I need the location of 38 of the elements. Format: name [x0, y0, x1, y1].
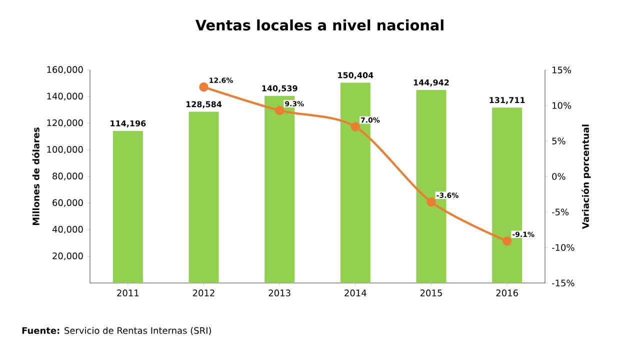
y2-tick-label: -5%	[552, 208, 569, 216]
point	[502, 236, 512, 246]
x-tick-label: 2012	[192, 290, 214, 296]
y-tick-label: 80,000	[52, 172, 83, 180]
x-tick-label: 2016	[496, 290, 518, 296]
chart-title: Ventas locales a nivel nacional	[195, 19, 444, 31]
y-tick-label: 40,000	[52, 226, 83, 234]
data-label: 144,942	[414, 79, 449, 86]
point	[426, 197, 436, 207]
point	[199, 82, 208, 92]
y-tick-label: 60,000	[52, 199, 83, 207]
y2-axis-title: Variación porcentual	[582, 124, 591, 229]
bar	[188, 112, 219, 283]
x-tick-label: 2011	[117, 290, 139, 296]
data-label: 114,196	[110, 120, 146, 128]
text: Fuente: Servicio de Rentas Internas (SRI)	[22, 326, 211, 336]
y-axis-title: Millones de dólares	[32, 128, 40, 226]
data-label: 128,584	[186, 101, 222, 108]
data-label: 131,711	[490, 97, 525, 104]
x-tick-label: 2013	[268, 290, 290, 296]
x-tick-label: 2014	[344, 290, 366, 296]
bar	[112, 130, 143, 283]
point	[350, 122, 360, 132]
y-tick-label: 20,000	[52, 252, 83, 260]
x-tick-label: 2015	[420, 290, 442, 296]
y2-tick-label: 15%	[552, 66, 572, 74]
point	[274, 106, 284, 116]
y-tick-label: 160,000	[47, 66, 83, 74]
y2-tick-label: -10%	[552, 244, 574, 251]
data-label: 150,404	[338, 72, 374, 80]
y-tick-label: 120,000	[47, 119, 83, 128]
y2-tick-label: 0%	[552, 173, 566, 180]
y-tick-label: 140,000	[47, 92, 83, 100]
y2-tick-label: 5%	[552, 138, 566, 144]
y2-tick-label: 10%	[552, 102, 572, 109]
y2-tick-label: -15%	[552, 280, 574, 286]
y-tick-label: 100,000	[47, 146, 83, 154]
data-label: 140,539	[262, 85, 298, 92]
